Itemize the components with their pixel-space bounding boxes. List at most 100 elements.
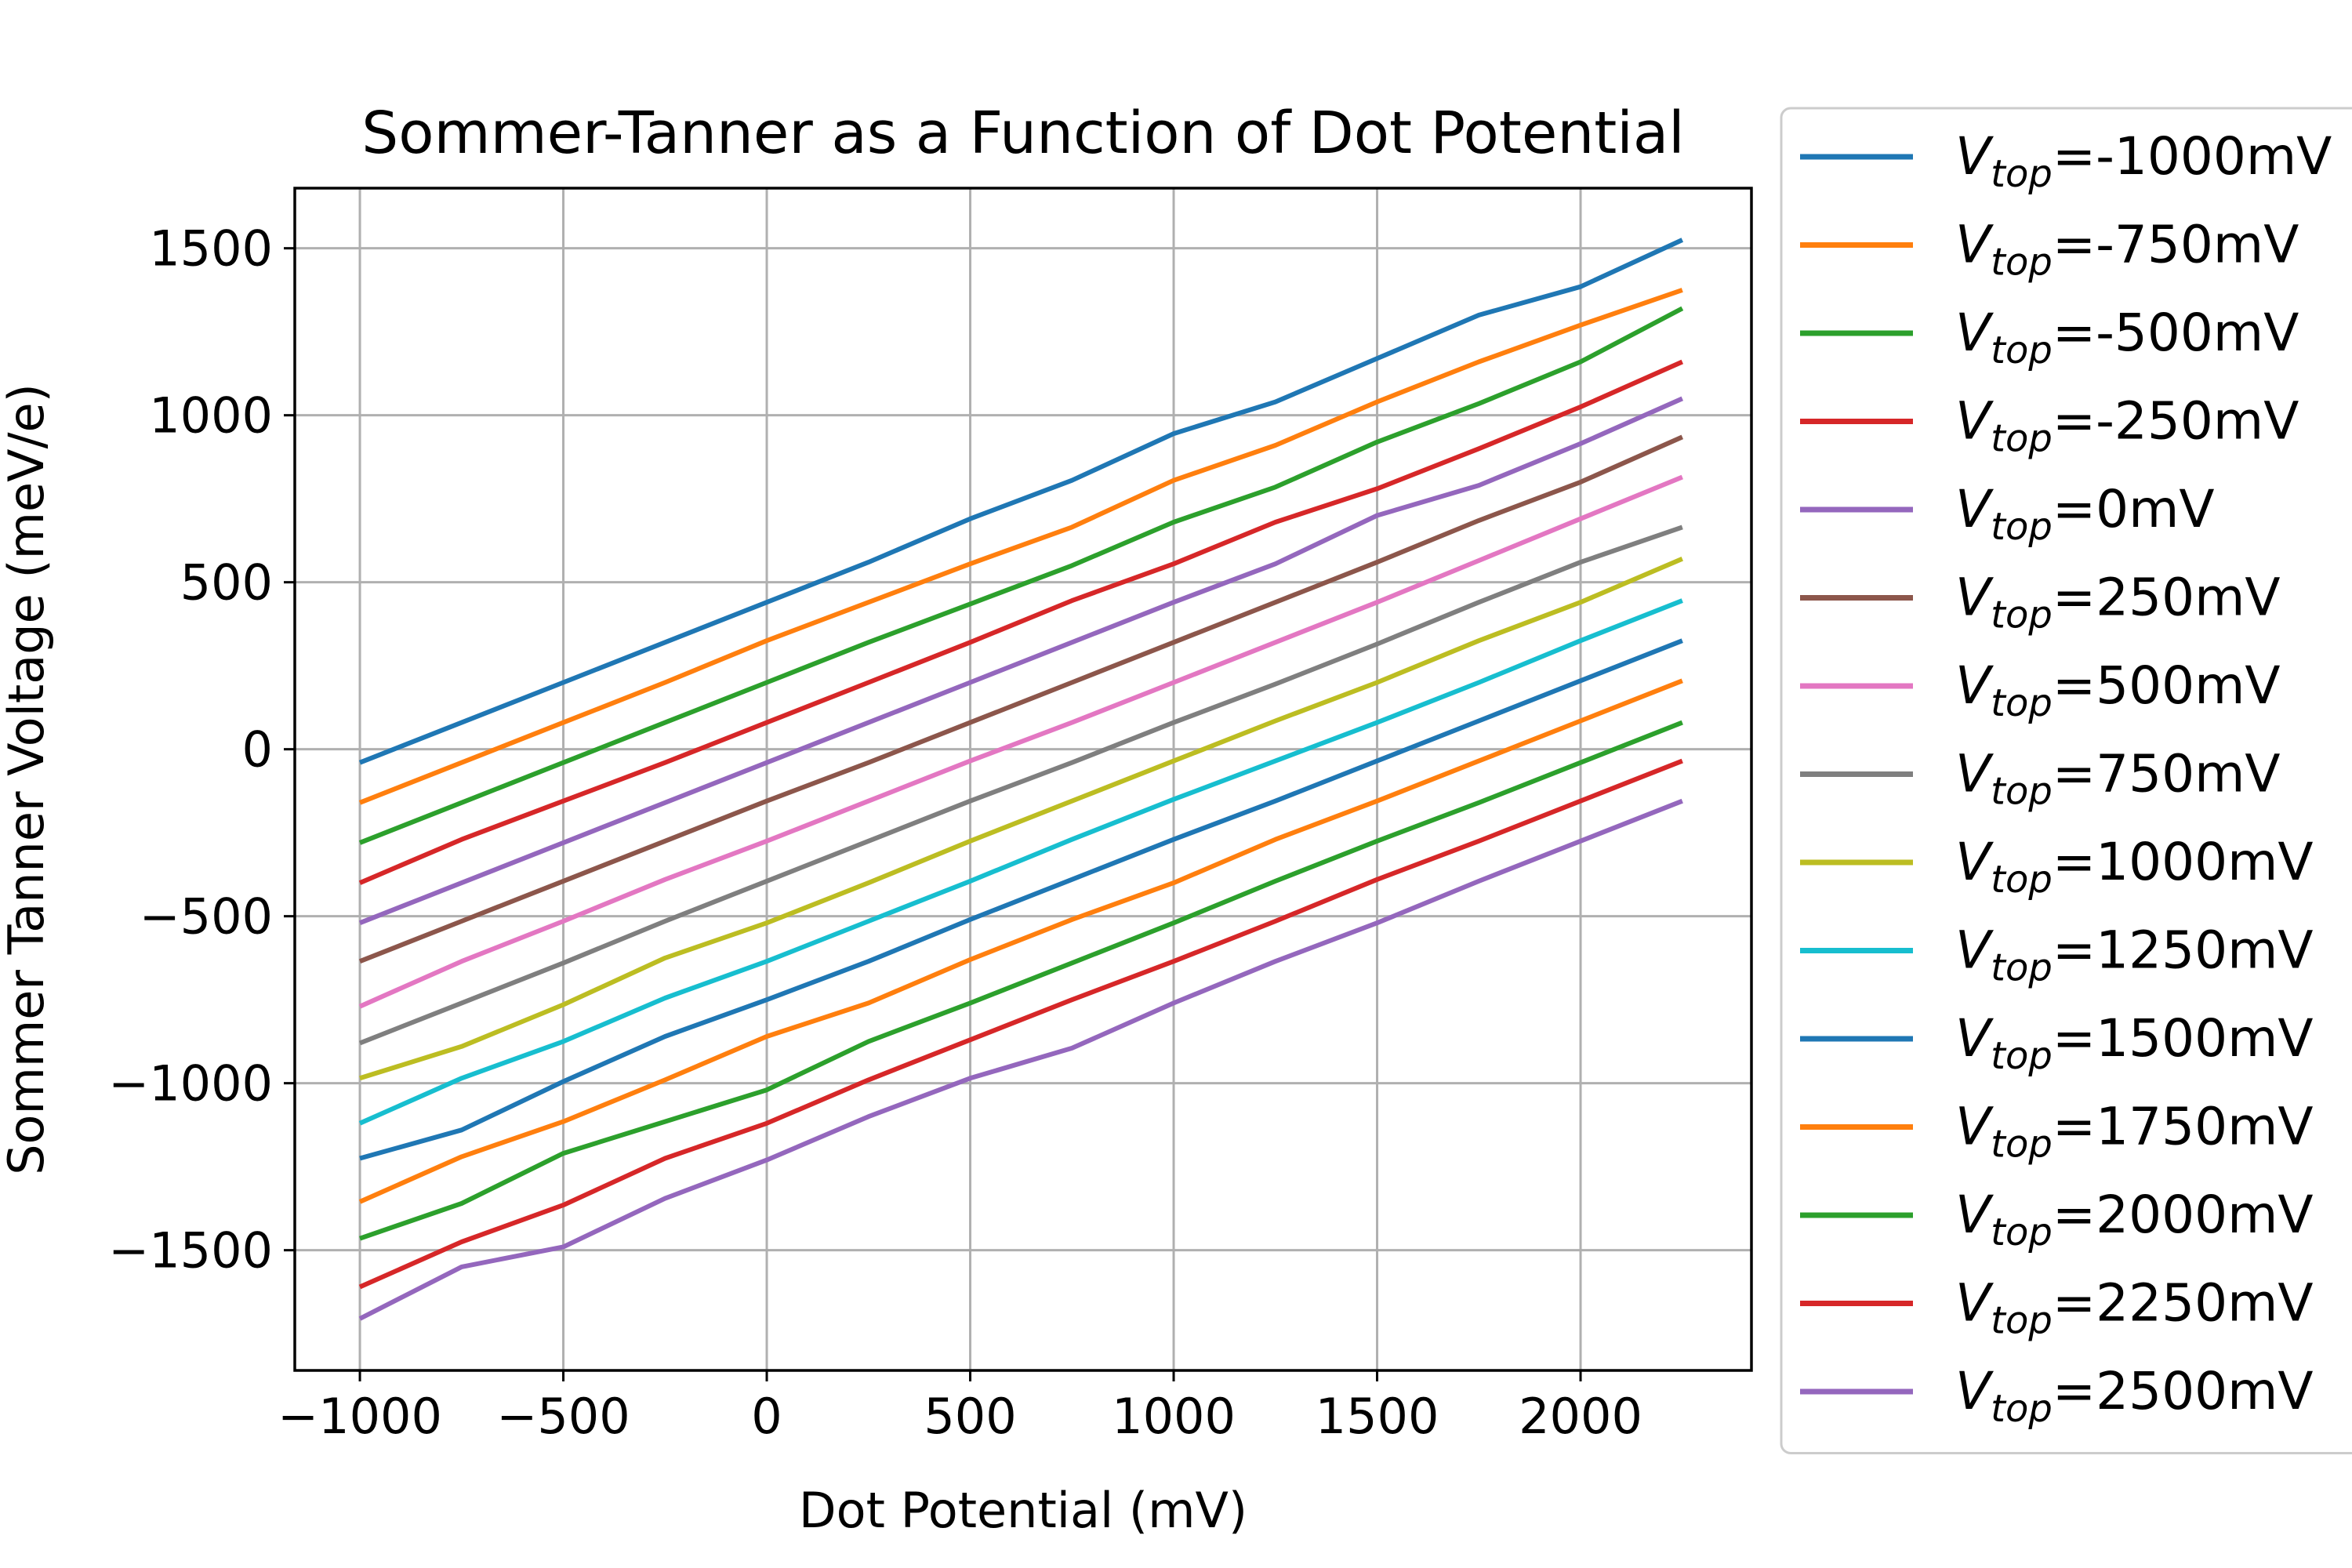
legend-value: =2500mV bbox=[2053, 1361, 2314, 1421]
axes-frame bbox=[293, 187, 1753, 1372]
legend-subscript: top bbox=[1991, 1210, 2053, 1254]
legend-subscript: top bbox=[1991, 417, 2053, 461]
legend-symbol: V bbox=[1955, 832, 1994, 892]
y-axis-label: Sommer Tanner Voltage (meV/e) bbox=[0, 383, 55, 1175]
legend-value: =1250mV bbox=[2053, 920, 2314, 981]
series-line-12 bbox=[358, 678, 1683, 1204]
legend-item: Vtop=-1000mV bbox=[1800, 126, 2332, 196]
legend-value: =1000mV bbox=[2053, 832, 2314, 892]
legend-label: Vtop=500mV bbox=[1955, 655, 2281, 725]
legend-symbol: V bbox=[1955, 303, 1994, 363]
legend-item: Vtop=500mV bbox=[1800, 655, 2281, 725]
legend-symbol: V bbox=[1955, 1097, 1994, 1157]
y-tick-label: 500 bbox=[180, 554, 273, 612]
y-tick-label: 0 bbox=[242, 721, 273, 779]
legend-label: Vtop=-1000mV bbox=[1955, 126, 2332, 196]
legend-symbol: V bbox=[1955, 1008, 1994, 1069]
legend-value: =750mV bbox=[2053, 744, 2281, 804]
legend-subscript: top bbox=[1991, 1123, 2053, 1167]
legend-label: Vtop=1000mV bbox=[1955, 832, 2314, 902]
legend-item: Vtop=1500mV bbox=[1800, 1008, 2314, 1078]
tick-layer: −1000 −500 0 500 1000 1500 2000 1500 1000 500 0 −50… bbox=[108, 220, 1642, 1445]
y-tick-label: 1500 bbox=[149, 220, 273, 278]
legend-label: Vtop=-500mV bbox=[1955, 303, 2299, 372]
series-line-1 bbox=[358, 238, 1684, 765]
legend-subscript: top bbox=[1991, 946, 2053, 990]
legend-item: Vtop=2500mV bbox=[1800, 1361, 2314, 1431]
series-line-4 bbox=[358, 359, 1684, 885]
legend-label: Vtop=1250mV bbox=[1955, 920, 2314, 990]
legend-label: Vtop=750mV bbox=[1955, 744, 2281, 814]
legend-subscript: top bbox=[1991, 770, 2053, 814]
legend-value: =-250mV bbox=[2053, 391, 2299, 452]
legend-symbol: V bbox=[1955, 568, 1994, 628]
series-line-3 bbox=[358, 306, 1684, 845]
legend-item: Vtop=1250mV bbox=[1800, 920, 2314, 990]
legend-subscript: top bbox=[1991, 505, 2053, 549]
legend-subscript: top bbox=[1991, 152, 2053, 196]
series-line-15 bbox=[358, 798, 1683, 1321]
legend-label: Vtop=2500mV bbox=[1955, 1361, 2314, 1431]
legend-value: =-1000mV bbox=[2053, 126, 2332, 187]
legend-symbol: V bbox=[1955, 391, 1994, 452]
legend-symbol: V bbox=[1955, 479, 1994, 539]
legend-value: =0mV bbox=[2053, 479, 2215, 539]
legend-value: =1500mV bbox=[2053, 1008, 2314, 1069]
y-tick-label: −500 bbox=[140, 888, 273, 946]
legend-item: Vtop=-500mV bbox=[1800, 303, 2299, 372]
legend-frame bbox=[1780, 107, 2352, 1454]
series-line-11 bbox=[359, 638, 1683, 1161]
series-layer bbox=[358, 238, 1684, 1321]
legend-subscript: top bbox=[1991, 681, 2053, 725]
y-tick-label: 1000 bbox=[149, 387, 273, 445]
legend-symbol: V bbox=[1955, 1273, 1994, 1334]
legend-value: =500mV bbox=[2053, 655, 2281, 716]
legend-subscript: top bbox=[1991, 858, 2053, 902]
legend-value: =2000mV bbox=[2053, 1185, 2314, 1245]
legend-subscript: top bbox=[1991, 1299, 2053, 1343]
series-line-13 bbox=[359, 720, 1683, 1241]
legend-symbol: V bbox=[1955, 920, 1994, 981]
legend-subscript: top bbox=[1991, 241, 2053, 285]
legend-value: =-500mV bbox=[2053, 303, 2299, 363]
legend-item: Vtop=250mV bbox=[1800, 568, 2281, 637]
legend-item: Vtop=0mV bbox=[1800, 479, 2215, 549]
x-tick-label: −500 bbox=[496, 1388, 630, 1445]
legend-symbol: V bbox=[1955, 1185, 1994, 1245]
legend-symbol: V bbox=[1955, 215, 1994, 275]
series-line-5 bbox=[358, 396, 1684, 925]
legend-item: Vtop=-250mV bbox=[1800, 391, 2299, 461]
legend-label: Vtop=0mV bbox=[1955, 479, 2215, 549]
series-line-6 bbox=[358, 434, 1684, 964]
legend-label: Vtop=1500mV bbox=[1955, 1008, 2314, 1078]
legend-item: Vtop=750mV bbox=[1800, 744, 2281, 814]
legend-item: Vtop=1750mV bbox=[1800, 1097, 2314, 1167]
legend-subscript: top bbox=[1991, 593, 2053, 637]
series-line-10 bbox=[358, 598, 1683, 1126]
legend-item: Vtop=2250mV bbox=[1800, 1273, 2314, 1343]
legend-label: Vtop=2250mV bbox=[1955, 1273, 2314, 1343]
series-line-8 bbox=[358, 524, 1683, 1046]
legend-symbol: V bbox=[1955, 126, 1994, 187]
legend-subscript: top bbox=[1991, 328, 2053, 372]
legend: Vtop=-1000mVVtop=-750mVVtop=-500mVVtop=-… bbox=[1780, 107, 2352, 1454]
legend-subscript: top bbox=[1991, 1387, 2053, 1431]
x-tick-label: 500 bbox=[924, 1388, 1016, 1445]
series-line-14 bbox=[358, 758, 1683, 1290]
x-axis-label: Dot Potential (mV) bbox=[799, 1482, 1247, 1539]
x-tick-label: −1000 bbox=[278, 1388, 442, 1445]
legend-label: Vtop=250mV bbox=[1955, 568, 2281, 637]
legend-label: Vtop=1750mV bbox=[1955, 1097, 2314, 1167]
legend-label: Vtop=2000mV bbox=[1955, 1185, 2314, 1254]
legend-item: Vtop=-750mV bbox=[1800, 215, 2299, 285]
y-tick-label: −1500 bbox=[108, 1222, 273, 1279]
legend-value: =-750mV bbox=[2053, 215, 2299, 275]
y-tick-label: −1000 bbox=[108, 1055, 273, 1112]
x-tick-label: 1500 bbox=[1316, 1388, 1439, 1445]
series-line-2 bbox=[358, 288, 1683, 805]
legend-subscript: top bbox=[1991, 1034, 2053, 1078]
chart-title: Sommer-Tanner as a Function of Dot Poten… bbox=[361, 100, 1685, 167]
series-line-9 bbox=[359, 557, 1683, 1081]
x-tick-label: 0 bbox=[751, 1388, 782, 1445]
